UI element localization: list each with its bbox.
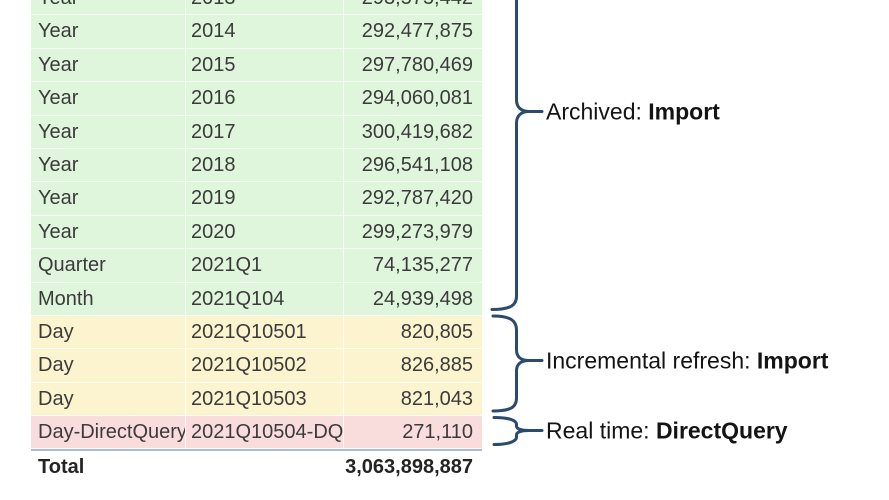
partition-cell: 2021Q10504-DQ <box>186 416 344 449</box>
period-cell: Day <box>31 349 186 382</box>
rowcount-cell: 293,575,442 <box>344 0 482 14</box>
total-value: 3,063,898,887 <box>345 456 473 479</box>
period-cell: Year <box>31 48 186 82</box>
period-cell: Year <box>31 115 186 148</box>
partition-table: Year 2013 293,575,442 Year 2014 292,477,… <box>31 0 482 484</box>
rowcount-cell: 292,787,420 <box>361 187 473 210</box>
rowcount-cell: 297,780,469 <box>361 53 473 76</box>
table-row: Year 2014 292,477,875 <box>31 15 482 49</box>
partition-cell: 2021Q10503 <box>186 382 344 416</box>
annotation-incremental-mode: Import <box>756 347 829 374</box>
partition-cell: 2016 <box>186 82 344 115</box>
partition-cell: 2021Q1 <box>186 249 344 282</box>
annotation-realtime-prefix: Real time: <box>546 417 656 444</box>
partition-cell: 2019 <box>186 182 344 215</box>
partition-cell: 2021Q104 <box>186 282 344 315</box>
table-row: Day 2021Q10502 826,885 <box>31 349 482 383</box>
table-row: Quarter 2021Q1 74,135,277 <box>31 249 482 283</box>
total-row: Total 3,063,898,887 <box>31 449 482 484</box>
partition-cell: 2017 <box>186 115 344 148</box>
rowcount-cell: 24,939,498 <box>372 287 473 310</box>
period-cell: Year <box>31 215 186 249</box>
rowcount-cell: 300,419,682 <box>361 120 473 143</box>
period-cell: Year <box>31 15 186 48</box>
annotation-realtime: Real time: DirectQuery <box>546 418 788 445</box>
period-cell: Day <box>31 382 186 416</box>
table-row: Year 2016 294,060,081 <box>31 82 482 116</box>
annotation-incremental-prefix: Incremental refresh: <box>546 347 757 374</box>
annotation-archived-mode: Import <box>648 98 720 125</box>
partition-cell: 2015 <box>186 48 344 82</box>
table-row: Year 2015 297,780,469 <box>31 48 482 83</box>
rowcount-cell: 826,885 <box>400 354 473 377</box>
table-row: Year 2020 299,273,979 <box>31 215 482 250</box>
annotation-realtime-mode: DirectQuery <box>655 417 788 444</box>
rowcount-cell: 294,060,081 <box>361 87 473 110</box>
table-row: Year 2018 296,541,108 <box>31 148 482 183</box>
incremental-brace <box>491 314 531 413</box>
partition-cell: 2013 <box>186 0 344 15</box>
period-cell: Year <box>31 0 186 15</box>
total-label: Total <box>38 456 85 479</box>
period-cell: Day-DirectQuery <box>31 416 186 449</box>
partition-cell: 2020 <box>186 215 344 249</box>
period-cell: Quarter <box>31 249 186 282</box>
realtime-brace <box>492 416 531 446</box>
rowcount-cell: 292,477,875 <box>361 20 473 43</box>
period-cell: Month <box>31 282 186 315</box>
period-cell: Year <box>31 82 186 115</box>
archived-brace <box>490 0 531 311</box>
table-row: Year 2013 293,575,442 <box>31 0 482 16</box>
period-cell: Year <box>31 182 186 215</box>
partition-cell: 2021Q10501 <box>186 315 344 349</box>
annotation-incremental: Incremental refresh: Import <box>546 348 828 375</box>
rowcount-cell: 820,805 <box>400 320 473 343</box>
partition-cell: 2021Q10502 <box>186 349 344 382</box>
period-cell: Day <box>31 315 186 349</box>
table-row: Day-DirectQuery 2021Q10504-DQ 271,110 <box>31 416 482 450</box>
rowcount-cell: 74,135,277 <box>372 254 473 277</box>
partition-cell: 2018 <box>186 148 344 182</box>
table-row: Year 2017 300,419,682 <box>31 115 482 149</box>
table-row: Year 2019 292,787,420 <box>31 182 482 216</box>
table-row: Day 2021Q10501 820,805 <box>31 315 482 350</box>
annotation-archived-prefix: Archived: <box>546 98 649 125</box>
rowcount-cell: 296,541,108 <box>361 153 473 176</box>
table-row: Month 2021Q104 24,939,498 <box>31 282 482 316</box>
rowcount-cell: 271,110 <box>402 421 473 444</box>
rowcount-cell: 299,273,979 <box>361 220 473 243</box>
table-row: Day 2021Q10503 821,043 <box>31 382 482 417</box>
annotation-archived: Archived: Import <box>546 99 720 126</box>
rowcount-cell: 821,043 <box>400 387 473 410</box>
period-cell: Year <box>31 148 186 182</box>
partition-cell: 2014 <box>186 15 344 48</box>
